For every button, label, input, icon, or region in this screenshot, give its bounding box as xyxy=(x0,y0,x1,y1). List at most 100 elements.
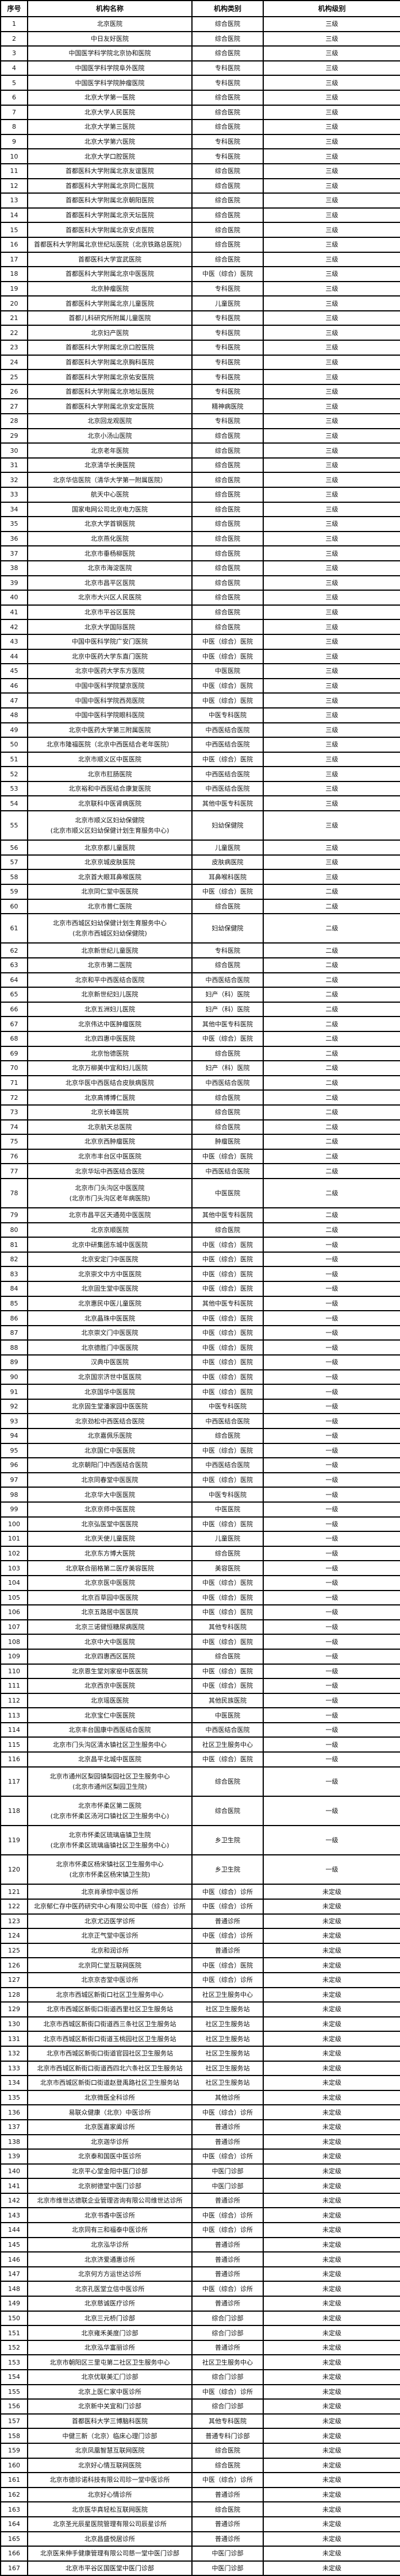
institution-level-cell: 三级 xyxy=(263,30,400,47)
table-row: 70 北京万柳美中宜和妇儿医院 妇产（科）医院 二级 xyxy=(0,1060,400,1076)
table-row: 143 北京书香中医诊所 中医（综合）诊所 未定级 xyxy=(0,2207,400,2224)
institution-type-cell: 中医（综合）医院 xyxy=(191,266,264,282)
institution-name-cell: 北京京都儿童医院 xyxy=(27,840,193,856)
institution-level-cell: 未定级 xyxy=(263,2192,400,2209)
institution-type-cell: 儿童医院 xyxy=(191,295,264,311)
institution-level-cell: 三级 xyxy=(263,413,400,429)
institution-level-cell: 二级 xyxy=(263,1045,400,1062)
institution-type-cell: 综合医院 xyxy=(191,516,264,532)
row-number-cell: 65 xyxy=(0,987,28,1003)
table-row: 19 北京肿瘤医院 专科医院 三级 xyxy=(0,280,400,297)
institution-type-cell: 中医专科医院 xyxy=(191,1487,264,1503)
institution-level-cell: 未定级 xyxy=(263,2325,400,2341)
row-number-cell: 38 xyxy=(0,560,28,576)
institution-type-cell: 其他中医专科医院 xyxy=(191,1295,264,1312)
institution-level-cell: 一级 xyxy=(263,1707,400,1723)
institution-level-cell: 三级 xyxy=(263,487,400,503)
institution-level-cell: 三级 xyxy=(263,236,400,253)
institution-level-cell: 未定级 xyxy=(263,2222,400,2238)
institution-name-cell: 北京大学国际医院 xyxy=(27,619,193,635)
row-number-cell: 41 xyxy=(0,604,28,621)
table-row: 93 北京劲松中西医结合医院 中西医结合医院 一级 xyxy=(0,1413,400,1429)
table-row: 17 首都医科大学宣武医院 综合医院 三级 xyxy=(0,251,400,268)
institution-type-cell: 妇幼保健院 xyxy=(191,810,264,841)
table-row: 10 北京大学口腔医院 专科医院 三级 xyxy=(0,148,400,164)
institution-alt-name-line: (北京市怀柔区杨宋镇卫生院) xyxy=(69,1871,151,1879)
row-number-cell: 19 xyxy=(0,280,28,297)
institution-name-cell: 北京和平中西医结合医院 xyxy=(27,972,193,988)
table-row: 87 北京崇文门中医医院 中医（综合）医院 一级 xyxy=(0,1324,400,1341)
institution-level-cell: 未定级 xyxy=(263,1957,400,1973)
row-number-cell: 123 xyxy=(0,1913,28,1930)
institution-level-cell: 三级 xyxy=(263,295,400,311)
row-number-cell: 18 xyxy=(0,266,28,282)
institution-level-cell: 一级 xyxy=(263,1795,400,1827)
institution-level-cell: 未定级 xyxy=(263,2472,400,2488)
table-row: 119 北京市怀柔区琉璃庙镇卫生院 (北京市怀柔区琉璃庙镇社区卫生服务中心) 乡卫生院… xyxy=(0,1825,400,1856)
institution-type-cell: 中医（综合）医院 xyxy=(191,1604,264,1620)
row-number-cell: 81 xyxy=(0,1237,28,1253)
institution-name-cell: 北京市垂杨柳医院 xyxy=(27,545,193,561)
row-number-cell: 97 xyxy=(0,1472,28,1488)
institution-name-cell: 北京三诺健恒糖尿病医院 xyxy=(27,1619,193,1635)
institution-name-cell: 北京京西肿瘤医院 xyxy=(27,1134,193,1150)
institution-type-cell: 综合门诊部 xyxy=(191,2310,264,2327)
row-number-cell: 136 xyxy=(0,2104,28,2120)
institution-type-cell: 普通诊所 xyxy=(191,2236,264,2253)
table-row: 12 首都医科大学附属北京同仁医院 综合医院 三级 xyxy=(0,178,400,194)
institution-level-cell: 三级 xyxy=(263,854,400,871)
institution-type-cell: 中医（综合）诊所 xyxy=(191,2222,264,2238)
institution-name-cell: 北京百草园中医医院 xyxy=(27,1589,193,1606)
row-number-cell: 153 xyxy=(0,2354,28,2370)
row-number-cell: 110 xyxy=(0,1663,28,1680)
table-row: 117 北京市通州区梨园镇梨园社区卫生服务中心 (北京市通州区梨园卫生院) 综合医院一… xyxy=(0,1766,400,1797)
table-row: 66 北京五洲妇儿医院 妇产（科）医院 二级 xyxy=(0,1001,400,1018)
row-number-cell: 45 xyxy=(0,663,28,679)
institution-name-cell: 北京市顺义区妇幼保健院 (北京市顺义区妇幼保健计划生育服务中心) xyxy=(27,810,193,841)
institution-type-cell: 中医（综合）医院 xyxy=(191,1589,264,1606)
institution-type-cell: 综合医院 xyxy=(191,428,264,444)
row-number-cell: 62 xyxy=(0,942,28,958)
row-number-cell: 137 xyxy=(0,2119,28,2135)
table-row: 62 北京新世纪儿童医院 专科医院 二级 xyxy=(0,942,400,958)
institution-name-cell: 中健三新（北京）临床心理门诊部 xyxy=(27,2428,193,2444)
institution-type-cell: 中医（综合）医院 xyxy=(191,1148,264,1165)
row-number-cell: 167 xyxy=(0,2560,28,2576)
institution-name-cell: 北京华医中西医结合皮肤病医院 xyxy=(27,1075,193,1091)
institution-type-cell: 综合医院 xyxy=(191,1795,264,1827)
institution-name-cell: 首都医科大学附属北京安定医院 xyxy=(27,398,193,415)
table-row: 118 北京市怀柔区第二医院 (北京市怀柔区汤河口镇社区卫生服务中心) 综合医院 一级 xyxy=(0,1795,400,1827)
institution-type-cell: 其他中医专科医院 xyxy=(191,1207,264,1223)
table-row: 107 北京三诺健恒糖尿病医院 其他专科医院 一级 xyxy=(0,1619,400,1635)
institution-type-cell: 综合医院 xyxy=(191,222,264,238)
table-row: 139 北京泰和国医中医诊所 中医（综合）诊所 未定级 xyxy=(0,2148,400,2165)
institution-level-cell: 三级 xyxy=(263,795,400,812)
institution-type-cell: 中医（综合）医院 xyxy=(191,1324,264,1341)
institution-type-cell: 中医（综合）诊所 xyxy=(191,2148,264,2165)
institution-type-cell: 综合医院 xyxy=(191,1766,264,1797)
row-number-cell: 77 xyxy=(0,1163,28,1179)
institution-level-cell: 一级 xyxy=(263,1678,400,1694)
institution-type-cell: 社区卫生服务站 xyxy=(191,2016,264,2032)
institution-level-cell: 三级 xyxy=(263,119,400,135)
row-number-cell: 40 xyxy=(0,590,28,606)
institution-name-cell: 北京恩生堂刘家窑中医医院 xyxy=(27,1663,193,1680)
institution-level-cell: 三级 xyxy=(263,178,400,194)
row-number-cell: 161 xyxy=(0,2472,28,2488)
row-number-cell: 84 xyxy=(0,1281,28,1297)
row-number-cell: 61 xyxy=(0,913,28,944)
table-row: 72 北京高博博仁医院 综合医院 二级 xyxy=(0,1089,400,1106)
institution-name-cell: 北京泰和国医中医诊所 xyxy=(27,2148,193,2165)
institution-level-cell: 一级 xyxy=(263,1281,400,1297)
row-number-cell: 59 xyxy=(0,884,28,900)
institution-name-cell: 北京昌盛悦居诊所 xyxy=(27,2531,193,2547)
row-number-cell: 63 xyxy=(0,957,28,973)
row-number-cell: 49 xyxy=(0,722,28,738)
table-row: 116 北京昌平北城中医医院 中医（综合）医院 一级 xyxy=(0,1751,400,1768)
institution-level-cell: 二级 xyxy=(263,1163,400,1179)
institution-name-cell: 北京中医药大学东方医院 xyxy=(27,663,193,679)
institution-name-cell: 北京肿瘤医院 xyxy=(27,280,193,297)
institution-name-cell: 首都医科大学附属北京天坛医院 xyxy=(27,207,193,224)
row-number-cell: 165 xyxy=(0,2531,28,2547)
institution-type-cell: 中医专科医院 xyxy=(191,1398,264,1415)
